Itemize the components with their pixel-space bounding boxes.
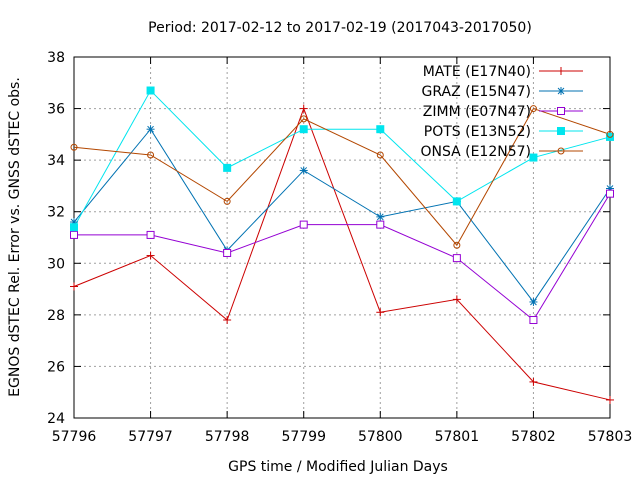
y-tick-label: 28 [47,308,65,324]
data-point [146,230,155,239]
series-lines [70,86,614,404]
x-tick-label: 57800 [358,429,403,445]
y-axis-label: EGNOS dSTEC Rel. Error vs. GNSS dSTEC ob… [7,77,23,397]
data-point [70,282,78,291]
data-point [223,316,232,325]
axes: 24 26 28 30 32 34 36 38 57796 57797 57798 57799 5780… [47,50,632,445]
data-point [299,220,308,229]
series-line-4 [73,107,611,247]
data-point [299,166,308,175]
x-tick-label: 57802 [511,429,556,445]
series-line-1 [73,128,611,303]
y-tick-label: 38 [47,50,65,66]
data-point [452,295,461,304]
legend: MATE (E17N40) GRAZ (E15N47) ZIMM (E07N47) P… [420,64,583,160]
data-point [223,197,231,205]
data-point [146,125,155,134]
legend-marker [557,127,565,135]
legend-label: ZIMM (E07N47) [423,104,531,120]
data-point [529,316,538,325]
legend-label: MATE (E17N40) [423,64,531,80]
legend-marker [557,147,565,155]
data-point [376,151,384,159]
series-line-0 [73,107,611,401]
y-tick-label: 26 [47,359,65,375]
data-point [300,115,308,123]
data-point [453,241,461,249]
x-tick-label: 57798 [205,429,250,445]
data-point [223,163,232,172]
data-point [452,197,461,206]
legend-marker [557,67,565,75]
data-point [376,308,385,317]
data-point [529,297,538,306]
y-tick-label: 36 [47,102,65,118]
data-point [70,230,78,239]
data-point [376,125,385,134]
x-tick-label: 57797 [128,429,173,445]
data-point [299,125,308,134]
x-tick-label: 57799 [281,429,326,445]
data-point [452,254,461,263]
data-point [606,395,614,404]
data-point [606,189,614,198]
x-tick-label: 57801 [435,429,480,445]
data-point [376,220,385,229]
data-point [223,248,232,257]
data-point [299,104,308,113]
x-tick-label: 57796 [52,429,97,445]
data-point [606,130,614,138]
legend-marker [557,107,565,115]
legend-label: ONSA (E12N57) [420,144,531,160]
series-line-3 [73,89,611,228]
legend-marker [557,87,565,95]
data-point [146,86,155,95]
x-tick-label: 57803 [588,429,633,445]
x-axis-label: GPS time / Modified Julian Days [228,459,448,475]
data-point [376,212,385,221]
y-tick-label: 30 [47,256,65,272]
data-point [70,143,78,151]
y-tick-label: 32 [47,205,65,221]
series-line-2 [74,193,611,321]
legend-label: GRAZ (E15N47) [422,84,532,100]
grid-lines [74,57,610,418]
data-point [529,377,538,386]
legend-label: POTS (E13N52) [424,124,531,140]
data-point [529,153,538,162]
y-tick-label: 24 [47,411,65,427]
data-point [70,223,78,232]
data-point [146,251,155,260]
data-point [529,105,537,113]
data-point [147,151,155,159]
chart-title: Period: 2017-02-12 to 2017-02-19 (201704… [148,20,532,36]
y-tick-label: 34 [47,153,65,169]
